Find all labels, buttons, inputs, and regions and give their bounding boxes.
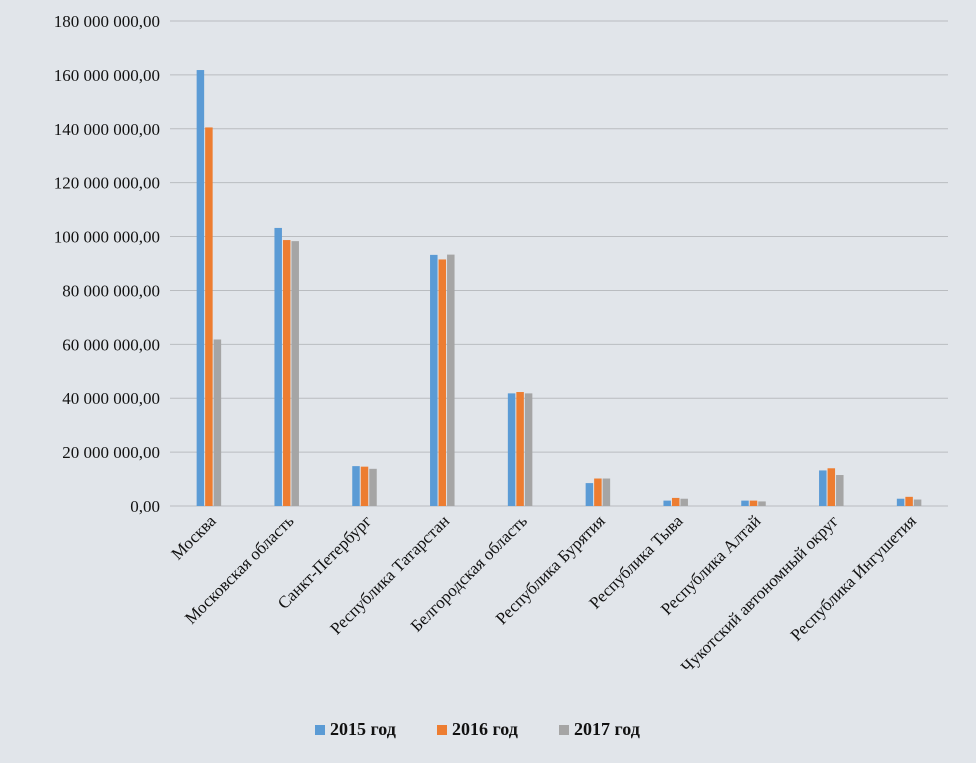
y-tick-label: 180 000 000,00 xyxy=(54,12,160,31)
bar-2015-год-2 xyxy=(352,466,360,506)
y-tick-label: 100 000 000,00 xyxy=(54,228,160,247)
y-tick-label: 40 000 000,00 xyxy=(62,389,160,408)
bar-2016-год-2 xyxy=(360,466,369,506)
x-category-label: Чукотский автономный округ xyxy=(677,511,842,676)
legend-label: 2016 год xyxy=(452,719,518,739)
bar-2016-год-0 xyxy=(205,127,213,507)
bar-2015-год-1 xyxy=(274,227,282,506)
bar-2015-год-0 xyxy=(196,70,205,507)
y-tick-label: 60 000 000,00 xyxy=(62,335,160,354)
y-tick-label: 80 000 000,00 xyxy=(62,281,160,300)
grid-layer xyxy=(170,20,948,507)
bar-2016-год-1 xyxy=(282,240,291,506)
bar-2016-год-7 xyxy=(749,500,758,506)
legend-label: 2017 год xyxy=(574,719,640,739)
legend-swatch xyxy=(437,725,447,735)
y-tick-label: 140 000 000,00 xyxy=(54,120,160,139)
bar-2015-год-8 xyxy=(819,470,827,506)
bar-2016-год-3 xyxy=(438,259,447,506)
bars xyxy=(196,70,922,507)
legend-swatch xyxy=(315,725,325,735)
bar-2017-год-7 xyxy=(758,501,766,506)
bar-2015-год-9 xyxy=(896,498,905,506)
bar-2017-год-4 xyxy=(524,393,533,506)
bar-2017-год-3 xyxy=(447,254,455,506)
y-axis-ticks: 0,00 20 000 000,00 40 000 000,00 60 000 000… xyxy=(54,12,160,516)
bar-2017-год-0 xyxy=(213,339,222,506)
bar-2015-год-7 xyxy=(741,500,749,506)
bar-2016-год-4 xyxy=(516,392,524,506)
bar-2015-год-6 xyxy=(663,500,671,506)
bar-2017-год-5 xyxy=(602,478,611,506)
bar-2015-год-4 xyxy=(507,393,516,506)
bar-2015-год-3 xyxy=(430,254,438,506)
y-tick-label: 120 000 000,00 xyxy=(54,174,160,193)
bar-2017-год-6 xyxy=(680,498,688,506)
legend: 2015 год 2016 год 2017 год xyxy=(315,719,640,739)
bar-2017-год-8 xyxy=(836,475,844,506)
y-tick-label: 20 000 000,00 xyxy=(62,443,160,462)
bar-2016-год-5 xyxy=(594,478,602,506)
bar-2017-год-2 xyxy=(369,468,377,506)
x-category-label: Москва xyxy=(168,511,220,563)
x-category-label: Республика Ингушетия xyxy=(787,511,920,644)
y-tick-label: 160 000 000,00 xyxy=(54,66,160,85)
y-tick-label: 0,00 xyxy=(130,497,160,516)
bar-2016-год-9 xyxy=(905,496,913,506)
bar-2015-год-5 xyxy=(585,483,594,506)
bar-2016-год-8 xyxy=(827,468,836,506)
bar-2016-год-6 xyxy=(671,497,680,506)
legend-swatch xyxy=(559,725,569,735)
legend-label: 2015 год xyxy=(330,719,396,739)
bar-2017-год-1 xyxy=(291,241,299,506)
bar-2017-год-9 xyxy=(913,499,922,506)
